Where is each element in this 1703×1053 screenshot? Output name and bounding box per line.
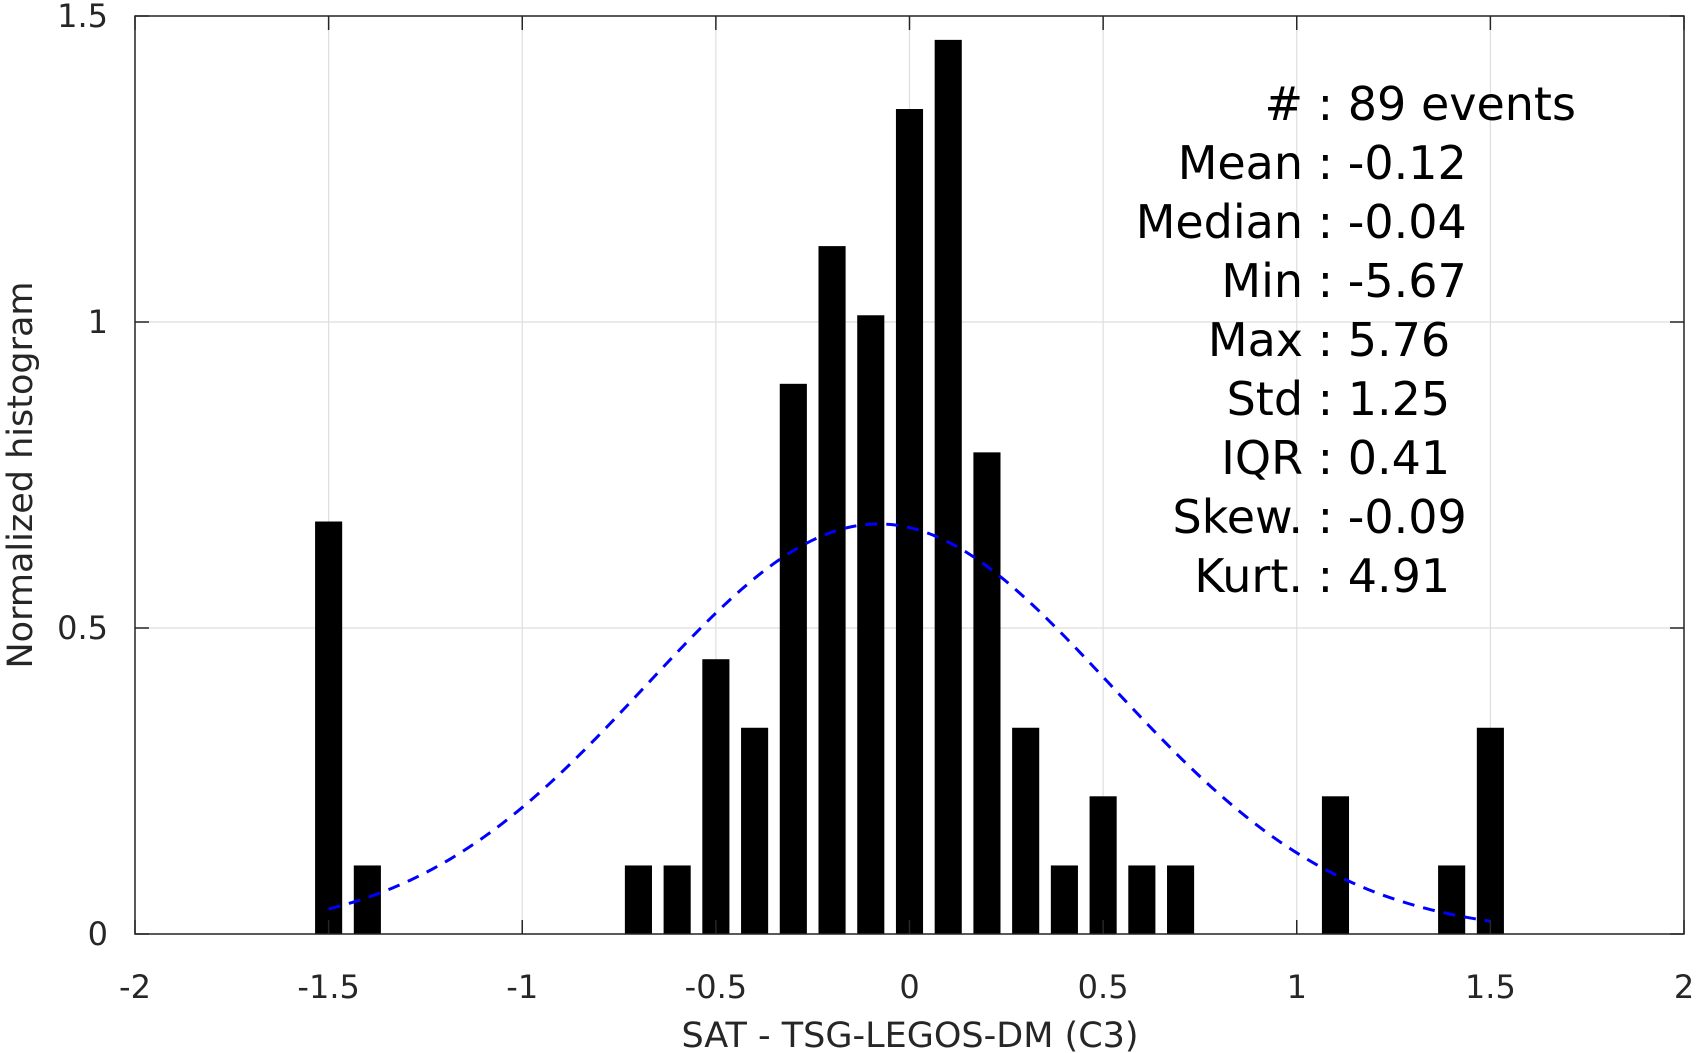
- x-tick-label-7: 1.5: [1465, 968, 1516, 1006]
- stat-line-8: Kurt. : 4.91: [1194, 549, 1450, 603]
- stat-line-5: Std : 1.25: [1227, 372, 1451, 426]
- x-tick-label-5: 0.5: [1078, 968, 1129, 1006]
- y-tick-label-2: 1: [88, 303, 108, 341]
- x-tick-label-6: 1: [1287, 968, 1307, 1006]
- y-tick-label-1: 0.5: [57, 609, 108, 647]
- bar-2: [624, 865, 652, 934]
- bar-10: [934, 39, 962, 935]
- y-axis-label: Normalized histogram: [1, 281, 41, 668]
- x-tick-label-0: -2: [119, 968, 151, 1006]
- stat-line-4: Max : 5.76: [1208, 313, 1450, 367]
- bar-0: [315, 521, 343, 934]
- bar-7: [818, 246, 846, 934]
- x-tick-label-4: 0: [899, 968, 919, 1006]
- y-tick-labels: 0 0.5 1 1.5: [57, 0, 108, 953]
- bar-5: [741, 727, 769, 934]
- x-tick-labels: -2 -1.5 -1 -0.5 0 0.5 1 1.5 2: [119, 968, 1694, 1006]
- bar-11: [973, 452, 1001, 934]
- bars: [315, 39, 1504, 935]
- bar-17: [1321, 796, 1350, 934]
- x-tick-label-2: -1: [506, 968, 538, 1006]
- bar-15: [1128, 865, 1156, 934]
- stat-line-7: Skew. : -0.09: [1173, 490, 1467, 544]
- bar-16: [1167, 865, 1195, 934]
- stat-line-3: Min : -5.67: [1221, 254, 1466, 308]
- stat-line-2: Median : -0.04: [1136, 195, 1467, 249]
- bar-18: [1438, 865, 1466, 934]
- stat-line-0: # : 89 events: [1265, 77, 1576, 131]
- bar-13: [1050, 865, 1078, 934]
- stat-line-1: Mean : -0.12: [1178, 136, 1467, 190]
- axis-ticks: [134, 15, 1685, 935]
- bar-19: [1476, 727, 1504, 934]
- x-tick-label-3: -0.5: [685, 968, 747, 1006]
- y-tick-label-0: 0: [88, 915, 108, 953]
- bar-9: [895, 109, 924, 935]
- normal-fit-curve: [328, 522, 1491, 923]
- bar-6: [779, 383, 807, 934]
- bar-4: [702, 659, 730, 934]
- x-tick-label-1: -1.5: [297, 968, 359, 1006]
- bar-12: [1012, 727, 1040, 934]
- bar-3: [663, 865, 691, 934]
- y-tick-label-3: 1.5: [57, 0, 108, 35]
- x-tick-label-8: 2: [1674, 968, 1694, 1006]
- bar-8: [857, 315, 885, 934]
- bar-14: [1089, 796, 1117, 934]
- stat-line-6: IQR : 0.41: [1221, 431, 1450, 485]
- x-axis-label: SAT - TSG-LEGOS-DM (C3): [681, 1016, 1138, 1053]
